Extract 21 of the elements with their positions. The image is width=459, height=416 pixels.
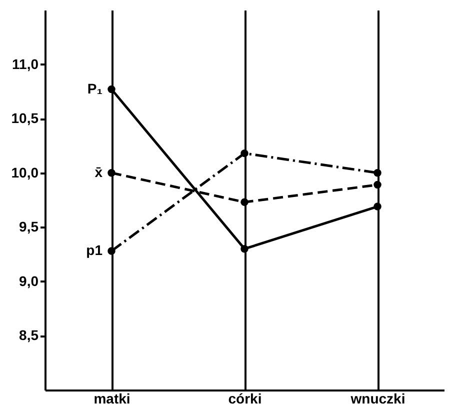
point <box>374 180 382 189</box>
x-tick-label: córki <box>228 390 262 406</box>
y-tick-label: 8,5 <box>19 327 39 344</box>
series-label: x̄ <box>94 164 103 180</box>
point <box>240 149 248 158</box>
point <box>108 85 116 94</box>
point <box>240 244 248 253</box>
y-tick-label: 11,0 <box>12 56 39 72</box>
point <box>108 247 116 255</box>
series-label: P₁ <box>87 80 103 96</box>
y-tick-label: 10,0 <box>11 164 39 180</box>
x-tick-label: matki <box>94 390 130 406</box>
y-tick-label: 10,5 <box>11 110 39 126</box>
point <box>108 168 116 177</box>
series-label: p1 <box>86 242 103 258</box>
point <box>374 202 382 210</box>
point <box>374 168 382 177</box>
point <box>240 198 248 206</box>
y-tick-label: 9,5 <box>19 218 39 235</box>
y-tick-label: 9,0 <box>19 272 39 289</box>
x-tick-label: wnuczki <box>350 390 406 406</box>
